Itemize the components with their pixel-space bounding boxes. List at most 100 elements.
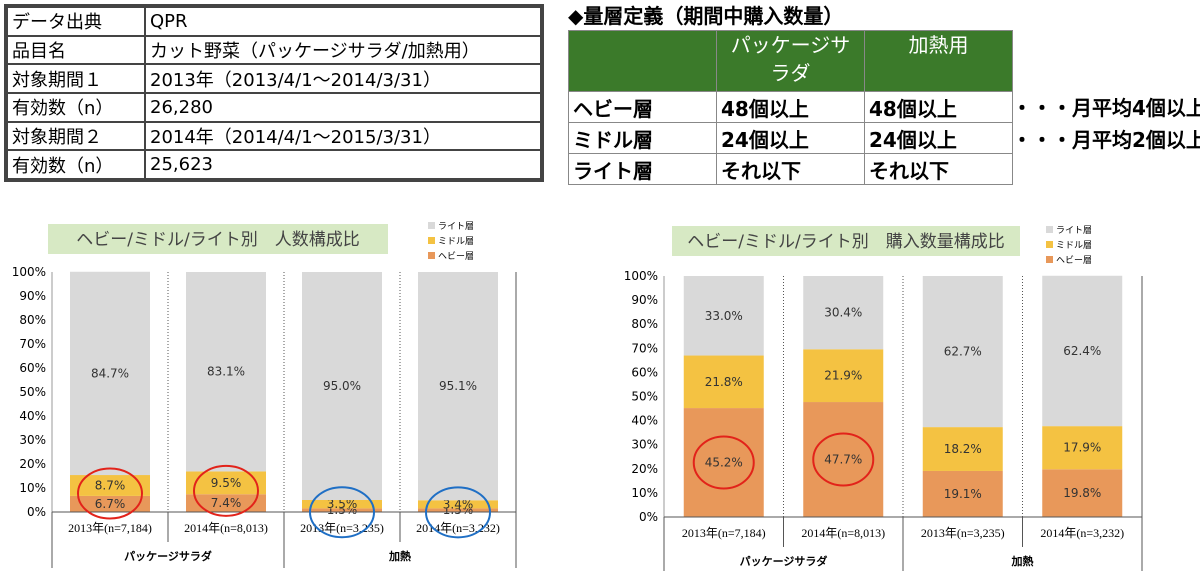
- info-value: 2014年（2014/4/1～2015/3/31）: [144, 120, 542, 152]
- chart-headcount: ヘビー/ミドル/ライト別 人数構成比 ライト層ミドル層ヘビー層 0% 10% 20% 30…: [0, 212, 560, 571]
- category-label: 2014年(n=8,013): [184, 521, 268, 535]
- y-tick-label: 70%: [19, 337, 46, 351]
- data-label: 21.8%: [705, 375, 743, 389]
- data-label: 83.1%: [207, 365, 245, 379]
- data-label: 84.7%: [91, 366, 129, 380]
- info-key: データ出典: [6, 6, 146, 37]
- bar-segment: [1042, 426, 1123, 470]
- legend-swatch: [1046, 226, 1053, 233]
- y-tick-label: 20%: [19, 457, 46, 471]
- red-highlight-circle: [193, 464, 259, 517]
- bar-segment: [418, 500, 498, 509]
- bar-segment: [302, 508, 382, 512]
- definition-heat-value: それ以下: [864, 153, 1013, 185]
- data-info-table: データ出典 QPR 品目名 カット野菜（パッケージサラダ/加熱用） 対象期間１ 201…: [4, 4, 544, 182]
- bar-segment: [683, 276, 764, 356]
- category-label: 2013年(n=3,235): [921, 526, 1005, 540]
- y-tick-label: 40%: [631, 414, 658, 428]
- bar-segment: [70, 475, 150, 496]
- bar-segment: [302, 272, 382, 500]
- info-key: 有効数（n）: [6, 91, 146, 123]
- legend-label: ヘビー層: [1056, 255, 1092, 266]
- info-row: 有効数（n） 26,280: [6, 91, 542, 123]
- bar-segment: [922, 470, 1003, 517]
- data-label: 18.2%: [944, 442, 982, 456]
- bar-segment: [302, 500, 382, 509]
- info-row: 有効数（n） 25,623: [6, 149, 542, 180]
- y-tick-label: 30%: [631, 438, 658, 452]
- blue-highlight-circle: [309, 486, 375, 539]
- y-tick-label: 60%: [19, 361, 46, 375]
- group-label: パッケージサラダ: [740, 554, 828, 568]
- y-tick-label: 0%: [27, 505, 46, 519]
- bar-segment: [418, 508, 498, 512]
- bar-segment: [922, 276, 1003, 428]
- category-label: 2014年(n=3,232): [1040, 526, 1124, 540]
- category-label: 2013年(n=7,184): [682, 526, 766, 540]
- chart-title: ヘビー/ミドル/ライト別 人数構成比: [76, 230, 359, 250]
- definition-title: ◆量層定義（期間中購入数量）: [568, 4, 844, 28]
- legend-label: ミドル層: [1056, 240, 1092, 251]
- bar-segment: [803, 276, 884, 350]
- y-tick-label: 0%: [639, 510, 658, 524]
- bar-segment: [683, 355, 764, 409]
- definition-salad-value: 24個以上: [716, 122, 865, 154]
- definition-note: ・・・月平均2個以上: [1012, 128, 1200, 152]
- bar-segment: [803, 349, 884, 403]
- bar-segment: [186, 471, 266, 495]
- y-tick-label: 10%: [631, 486, 658, 500]
- bar-segment: [922, 427, 1003, 471]
- legend-swatch: [1046, 241, 1053, 248]
- bar-segment: [803, 402, 884, 517]
- definition-header-row: パッケージサラダ 加熱用: [568, 30, 1013, 92]
- info-row: データ出典 QPR: [6, 6, 542, 37]
- y-tick-label: 30%: [19, 433, 46, 447]
- definition-row: ミドル層 24個以上 24個以上: [568, 122, 1013, 154]
- y-tick-label: 100%: [624, 269, 658, 283]
- legend-label: ライト層: [438, 221, 474, 232]
- data-label: 62.7%: [944, 345, 982, 359]
- legend-swatch: [1046, 256, 1053, 263]
- y-tick-label: 80%: [631, 317, 658, 331]
- data-label: 30.4%: [824, 306, 862, 320]
- data-label: 6.7%: [95, 497, 126, 511]
- data-label: 62.4%: [1063, 344, 1101, 358]
- definition-salad-value: それ以下: [716, 153, 865, 185]
- y-tick-label: 60%: [631, 365, 658, 379]
- bar-segment: [418, 272, 498, 501]
- legend-label: ミドル層: [438, 236, 474, 247]
- y-tick-label: 50%: [19, 385, 46, 399]
- data-label: 19.8%: [1063, 486, 1101, 500]
- red-highlight-circle: [812, 432, 875, 487]
- bar-segment: [70, 495, 150, 512]
- definition-table: パッケージサラダ 加熱用 ヘビー層 48個以上 48個以上 ミドル層 24個以上…: [568, 30, 1013, 185]
- legend-label: ヘビー層: [438, 251, 474, 262]
- data-label: 3.5%: [327, 497, 358, 511]
- bar-segment: [683, 408, 764, 517]
- legend-label: ライト層: [1056, 225, 1092, 236]
- data-label: 9.5%: [211, 476, 242, 490]
- chart-title-box: [48, 224, 388, 254]
- info-value: カット野菜（パッケージサラダ/加熱用）: [144, 34, 542, 66]
- legend-swatch: [428, 222, 435, 229]
- info-row: 品目名 カット野菜（パッケージサラダ/加熱用）: [6, 34, 542, 66]
- bar-segment: [70, 271, 150, 476]
- data-label: 3.4%: [443, 497, 474, 511]
- info-value: QPR: [144, 6, 542, 37]
- group-label: 加熱: [1011, 554, 1034, 568]
- data-label: 7.4%: [211, 496, 242, 510]
- chart-title: ヘビー/ミドル/ライト別 購入数量構成比: [687, 232, 1004, 252]
- info-key: 有効数（n）: [6, 149, 146, 180]
- group-label: パッケージサラダ: [124, 549, 212, 563]
- data-label: 8.7%: [95, 478, 126, 492]
- definition-tier-name: ライト層: [568, 153, 717, 185]
- y-tick-label: 90%: [631, 293, 658, 307]
- y-tick-label: 100%: [12, 265, 46, 279]
- red-highlight-circle: [77, 467, 143, 520]
- definition-header-cell: パッケージサラダ: [716, 30, 865, 92]
- red-highlight-circle: [692, 435, 755, 490]
- y-tick-label: 10%: [19, 481, 46, 495]
- group-label: 加熱: [388, 549, 411, 563]
